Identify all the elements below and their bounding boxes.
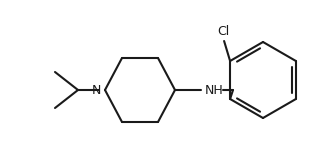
Text: NH: NH	[205, 84, 224, 96]
Text: N: N	[92, 84, 101, 96]
Text: Cl: Cl	[217, 25, 229, 38]
